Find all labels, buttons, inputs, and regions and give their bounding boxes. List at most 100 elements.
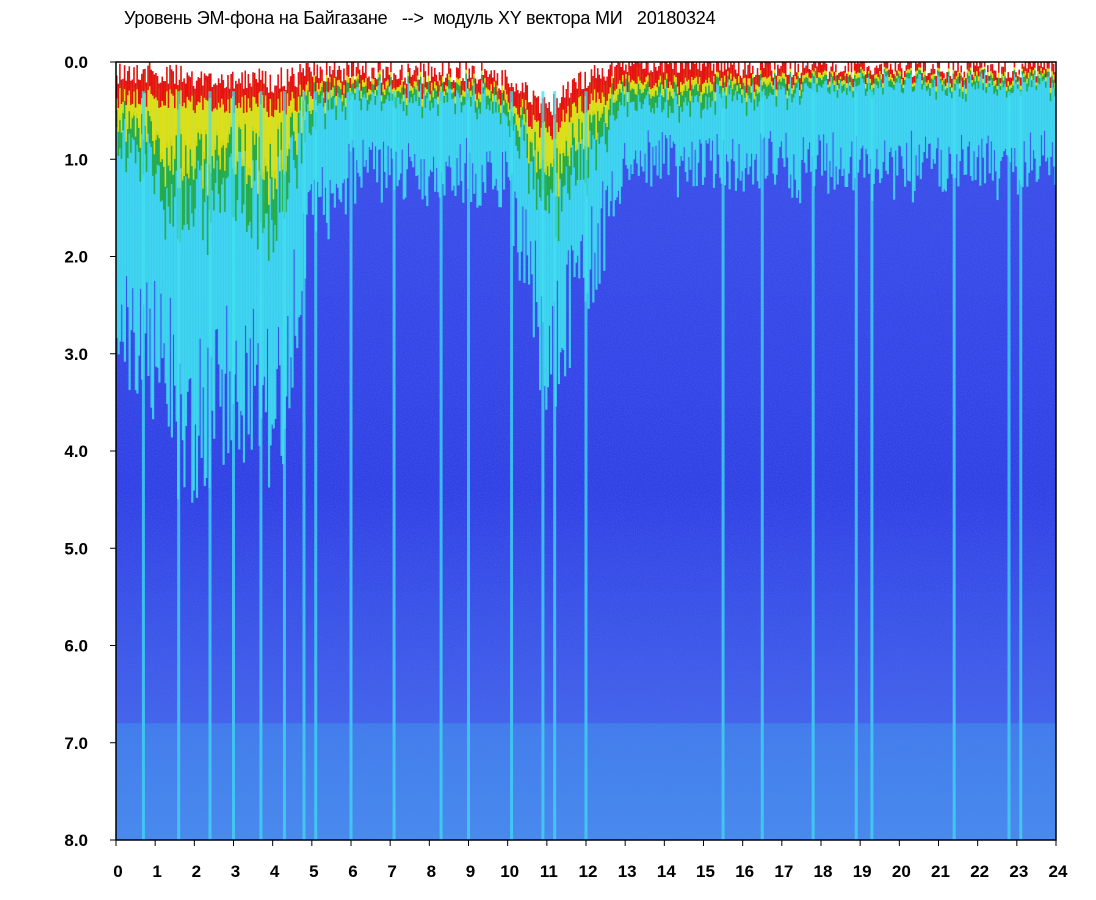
heatmap-green-cell (382, 90, 385, 104)
heatmap-green-cell (904, 79, 907, 85)
heatmap-red-cell (407, 63, 410, 73)
heatmap-green-cell (451, 92, 454, 99)
heatmap-green-cell (1041, 75, 1045, 81)
x-tick-label: 4 (270, 862, 280, 881)
heatmap-blank-cell (578, 62, 581, 74)
heatmap-green-cell (145, 137, 148, 172)
heatmap-green-cell (885, 70, 888, 77)
heatmap-blank-cell (499, 62, 502, 91)
heatmap-cyan-cell (289, 76, 293, 358)
heatmap-blank-cell (955, 62, 958, 71)
heatmap-green-cell (687, 86, 690, 102)
heatmap-cyan-cell (139, 80, 142, 289)
heatmap-green-cell (479, 100, 482, 114)
heatmap-yellow-cell (188, 80, 191, 179)
heatmap-cyan-cell (958, 72, 962, 162)
heatmap-red-cell (571, 79, 575, 104)
heatmap-cyan-cell (360, 75, 363, 188)
heatmap-red-cell (747, 64, 750, 79)
heatmap-green-cell (774, 72, 777, 79)
heatmap-red-cell (271, 91, 274, 116)
heatmap-red-cell (319, 66, 322, 83)
heatmap-cyan-cell (517, 90, 520, 253)
heatmap-green-cell (712, 80, 716, 91)
heatmap-cyan-cell (565, 89, 568, 265)
heatmap-blank-cell (368, 62, 371, 77)
heatmap-yellow-cell (849, 79, 852, 86)
heatmap-green-cell (1051, 74, 1054, 83)
heatmap-cyan-cell (236, 83, 239, 402)
heatmap-blank-cell (156, 62, 159, 77)
heatmap-red-cell (501, 70, 504, 86)
heatmap-cyan-cell (902, 77, 905, 169)
heatmap-red-cell (905, 65, 908, 71)
heatmap-red-cell (703, 62, 706, 83)
heatmap-cyan-cell (482, 75, 485, 183)
heatmap-yellow-cell (166, 71, 169, 148)
heatmap-red-cell (191, 71, 194, 96)
heatmap-cyan-cell (383, 78, 387, 172)
heatmap-red-cell (535, 97, 539, 122)
heatmap-yellow-cell (285, 94, 288, 172)
heatmap-red-cell (314, 76, 318, 101)
heatmap-yellow-cell (952, 67, 955, 74)
heatmap-cyan-cell (709, 62, 712, 161)
heatmap-blank-cell (296, 62, 299, 88)
heatmap-red-cell (528, 102, 531, 127)
heatmap-cyan-cell (316, 64, 319, 183)
heatmap-green-cell (1013, 69, 1016, 75)
heatmap-red-cell (979, 62, 982, 69)
heatmap-red-cell (645, 62, 648, 77)
heatmap-cyan-cell (546, 107, 549, 388)
heatmap-green-cell (753, 97, 756, 111)
heatmap-blank-cell (1015, 62, 1018, 73)
heatmap-red-cell (206, 76, 210, 101)
heatmap-red-cell (678, 72, 681, 95)
heatmap-red-cell (672, 69, 675, 89)
heatmap-yellow-cell (582, 93, 586, 150)
heatmap-green-cell (520, 113, 523, 128)
heatmap-green-cell (603, 104, 606, 123)
heatmap-green-cell (482, 86, 485, 94)
heatmap-blank-cell (1007, 62, 1010, 73)
heatmap-red-cell (667, 64, 670, 88)
heatmap-blank-cell (332, 62, 335, 71)
heatmap-yellow-cell (222, 85, 225, 146)
heatmap-cyan-cell (910, 62, 913, 131)
heatmap-blank-cell (446, 62, 449, 74)
heatmap-red-cell (730, 62, 733, 74)
heatmap-yellow-cell (1016, 81, 1019, 85)
heatmap-green-cell (546, 161, 549, 196)
heatmap-cyan-cell (844, 65, 847, 187)
heatmap-cyan-cell (1049, 77, 1052, 157)
heatmap-cyan-cell (805, 65, 808, 173)
heatmap-cyan-cell (797, 63, 800, 191)
heatmap-blank-cell (169, 62, 172, 66)
heatmap-cyan-cell (839, 71, 842, 148)
heatmap-blank-cell (752, 62, 755, 66)
heatmap-yellow-cell (1048, 66, 1051, 72)
heatmap-green-cell (404, 87, 407, 94)
heatmap-green-cell (1023, 76, 1026, 83)
heatmap-green-cell (708, 83, 711, 98)
heatmap-cyan-cell (398, 78, 401, 181)
heatmap-cyan-cell (329, 66, 332, 180)
heatmap-red-cell (119, 63, 122, 89)
heatmap-red-cell (846, 73, 849, 84)
heatmap-green-cell (744, 83, 747, 98)
heatmap-red-cell (169, 65, 172, 90)
heatmap-yellow-cell (590, 74, 593, 123)
heatmap-yellow-cell (919, 66, 922, 71)
heatmap-red-cell (634, 62, 637, 84)
heatmap-blank-cell (545, 62, 548, 104)
heatmap-green-cell (759, 73, 763, 81)
heatmap-yellow-cell (587, 90, 590, 148)
heatmap-blank-cell (799, 62, 802, 79)
heatmap-blank-cell (846, 62, 849, 74)
heatmap-cyan-cell (333, 62, 336, 208)
heatmap-green-cell (640, 90, 643, 109)
heatmap-green-cell (1005, 90, 1009, 98)
heatmap-yellow-cell (894, 66, 897, 77)
heatmap-red-cell (800, 72, 803, 85)
heatmap-blank-cell (488, 62, 492, 75)
